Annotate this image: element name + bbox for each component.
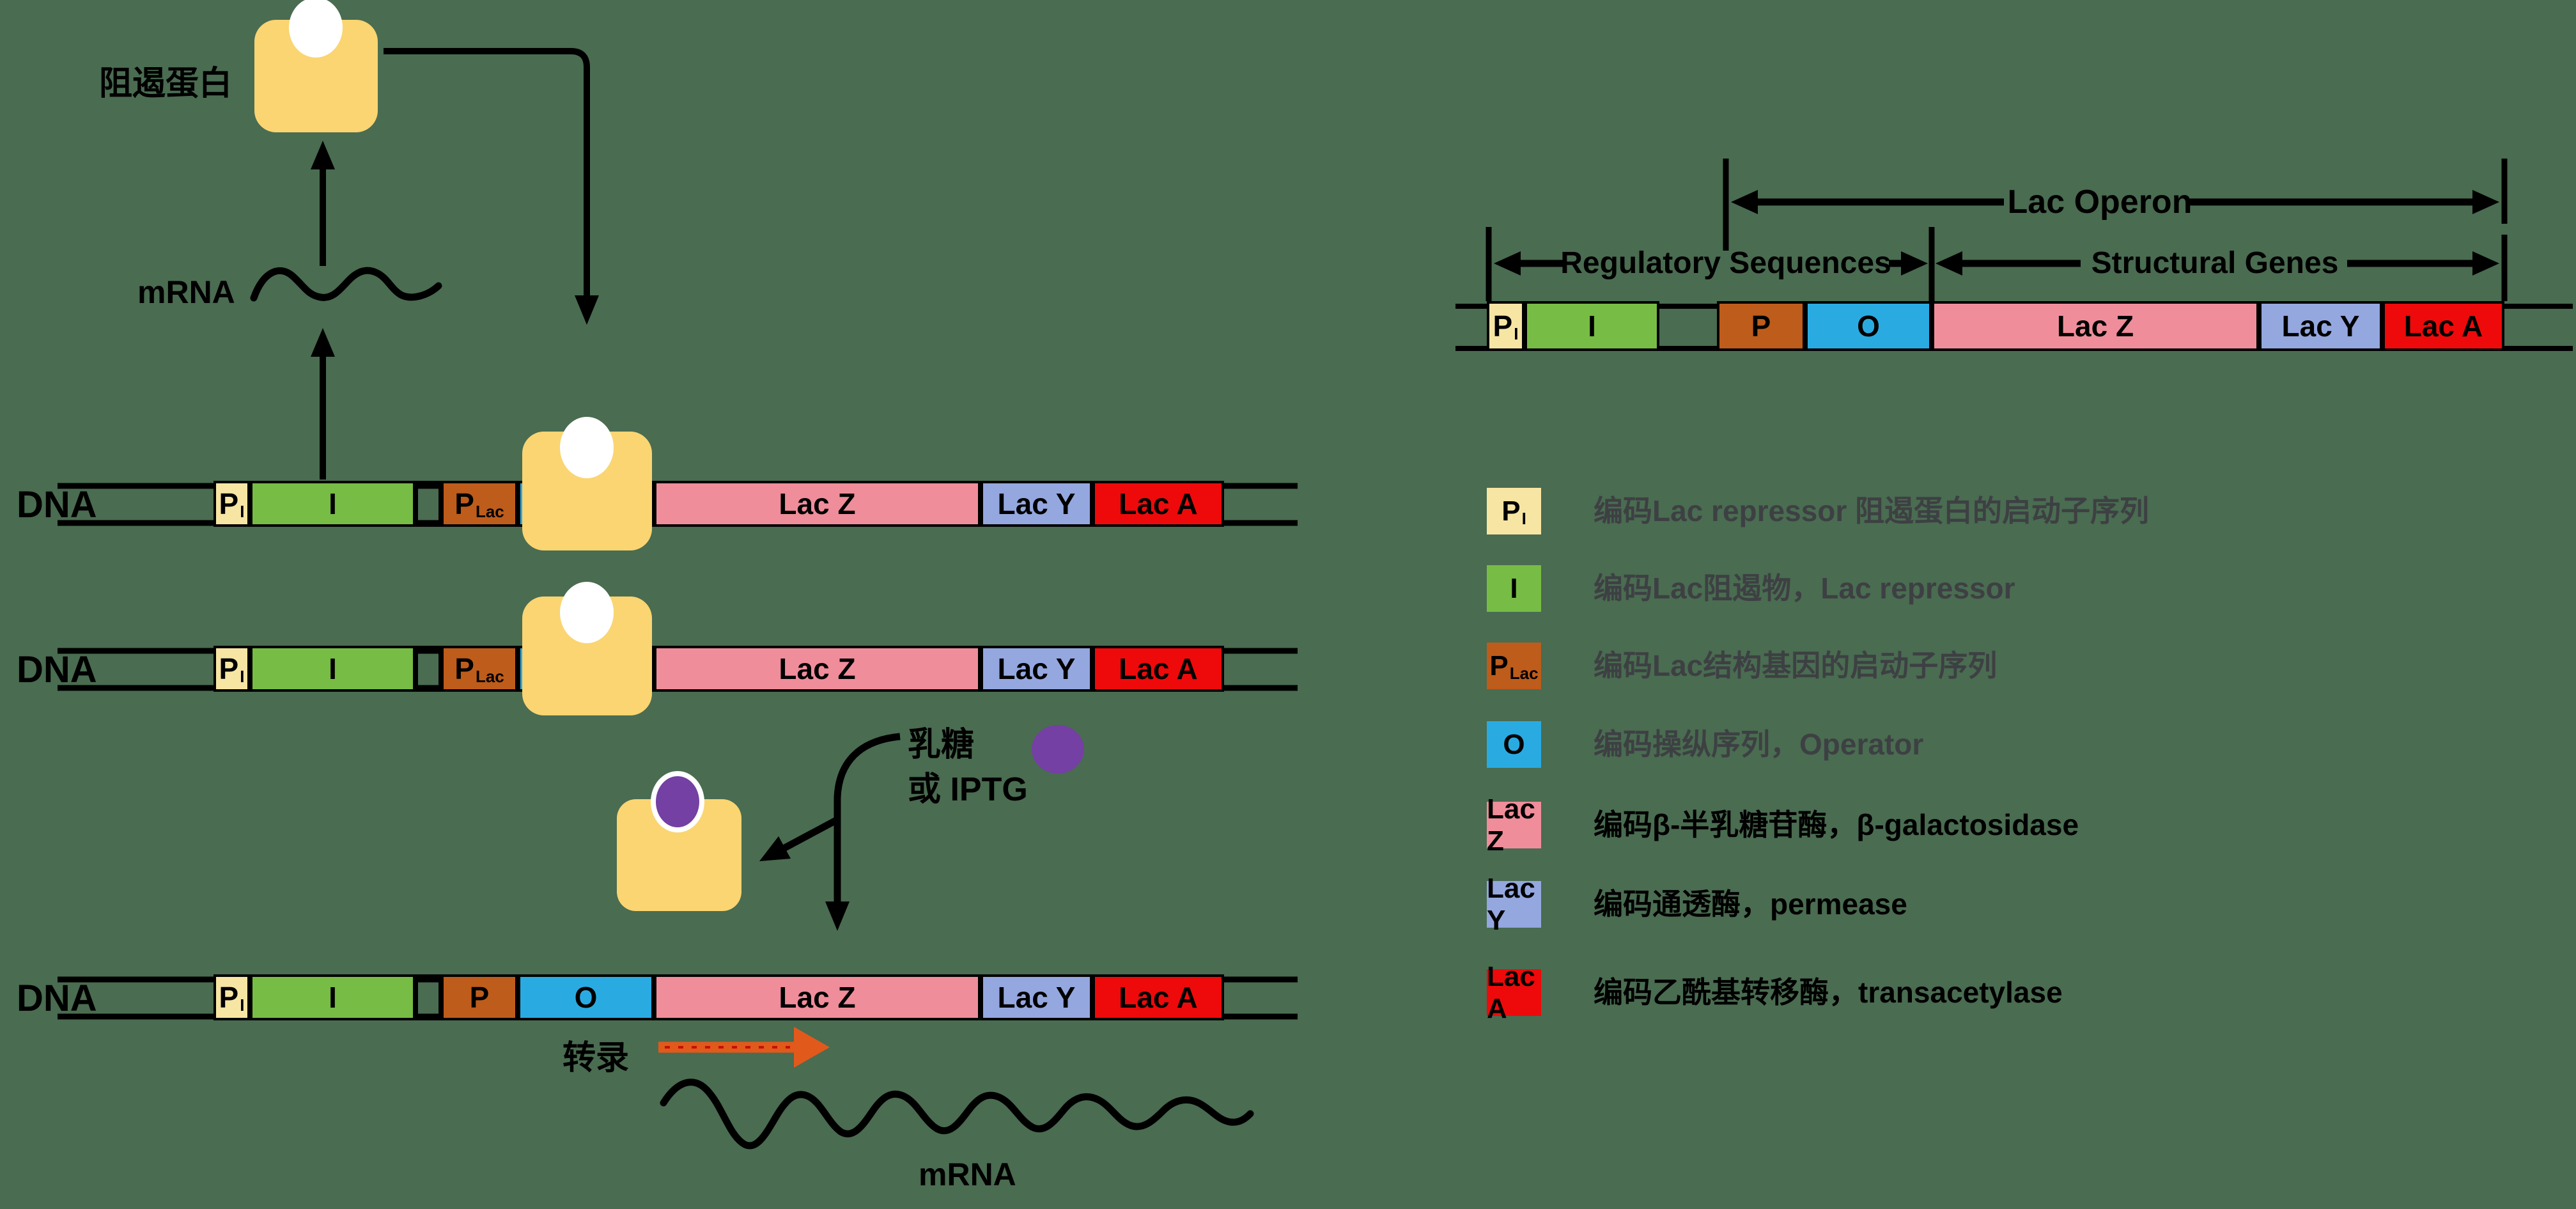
- legend-key-lacy: Lac Y: [1487, 873, 1541, 936]
- mrna-squiggle-top: [250, 267, 442, 302]
- gene-block-p: P: [441, 974, 518, 1020]
- inducer-label-line2: 或 IPTG: [908, 771, 1028, 808]
- lac-operon-label: Lac Operon: [2007, 183, 2192, 221]
- repressor-binding-arrow: [384, 48, 599, 325]
- gene-block-spacer: [415, 974, 441, 1020]
- map-block-p: P: [1717, 301, 1805, 351]
- gene-block-lacy: Lac Y: [981, 646, 1092, 692]
- transcription-direction-arrow: [658, 1027, 830, 1068]
- repressor-binding-pocket-row1: [560, 417, 614, 478]
- repressor-binding-pocket-top: [289, 0, 343, 58]
- gene-block-lacz: Lac Z: [654, 646, 981, 692]
- map-block-lacy: Lac Y: [2259, 301, 2382, 351]
- mrna-label-top: mRNA: [137, 274, 235, 310]
- mrna-squiggle-bottom: [660, 1079, 1254, 1150]
- regulatory-sequences-label: Regulatory Sequences: [1560, 246, 1891, 280]
- dna-label-row3: DNA: [17, 978, 97, 1019]
- map-block-lacz: Lac Z: [1932, 301, 2259, 351]
- legend-desc-o: 编码操纵序列，Operator: [1594, 728, 1924, 761]
- legend-key-plac: P Lac: [1487, 643, 1541, 689]
- gene-block-plac: P Lac: [441, 646, 518, 692]
- transcription-label: 转录: [563, 1040, 630, 1077]
- gene-block-lacy: Lac Y: [981, 481, 1092, 527]
- legend-desc-i: 编码Lac阻遏物，Lac repressor: [1594, 572, 2015, 605]
- legend-key-laca: Lac A: [1487, 961, 1541, 1024]
- gene-block-plac: P Lac: [441, 481, 518, 527]
- inducer-molecule: [1032, 725, 1084, 774]
- mrna-label-bottom: mRNA: [919, 1157, 1016, 1192]
- gene-block-i: I: [250, 974, 415, 1020]
- map-block-i: I: [1525, 301, 1659, 351]
- transcription-to-mrna-arrow: [311, 328, 335, 480]
- gene-block-lacy: Lac Y: [981, 974, 1092, 1020]
- inducer-label-line1: 乳糖: [908, 726, 975, 763]
- structural-genes-label: Structural Genes: [2091, 246, 2339, 280]
- legend-key-lacz: Lac Z: [1487, 793, 1541, 857]
- gene-block-i: I: [250, 646, 415, 692]
- gene-block-lacz: Lac Z: [654, 481, 981, 527]
- legend-desc-pi: 编码Lac repressor 阻遏蛋白的启动子序列: [1594, 494, 2150, 527]
- regulatory-sequences-span-arrow: [1494, 251, 1928, 276]
- gene-block-o: O: [518, 974, 654, 1020]
- gene-block-laca: Lac A: [1092, 974, 1224, 1020]
- lac-operon-span-arrow: [1731, 190, 2499, 214]
- inducer-bound-to-repressor: [651, 771, 704, 832]
- gene-block-laca: Lac A: [1092, 481, 1224, 527]
- map-block-laca: Lac A: [2382, 301, 2504, 351]
- map-block-o: O: [1805, 301, 1932, 351]
- inducer-action-arrow: [759, 733, 901, 931]
- gene-block-spacer: [415, 481, 441, 527]
- gene-block-lacz: Lac Z: [654, 974, 981, 1020]
- dna-label-row1: DNA: [17, 484, 97, 526]
- legend-desc-lacz: 编码β-半乳糖苷酶，β-galactosidase: [1594, 808, 2079, 841]
- legend-key-i: I: [1487, 565, 1541, 612]
- dna-label-row2: DNA: [17, 649, 97, 690]
- legend-desc-laca: 编码乙酰基转移酶，transacetylase: [1594, 976, 2063, 1009]
- repressor-binding-pocket-row2: [560, 582, 614, 643]
- translation-to-protein-arrow: [311, 141, 335, 266]
- gene-block-spacer: [415, 646, 441, 692]
- gene-block-laca: Lac A: [1092, 646, 1224, 692]
- repressor-protein-label: 阻遏蛋白: [99, 65, 233, 102]
- legend-key-o: O: [1487, 721, 1541, 768]
- gene-block-i: I: [250, 481, 415, 527]
- legend-desc-plac: 编码Lac结构基因的启动子序列: [1594, 649, 1998, 682]
- structural-genes-span-arrow: [1936, 251, 2499, 276]
- legend-desc-lacy: 编码通透酶，permease: [1594, 887, 1907, 921]
